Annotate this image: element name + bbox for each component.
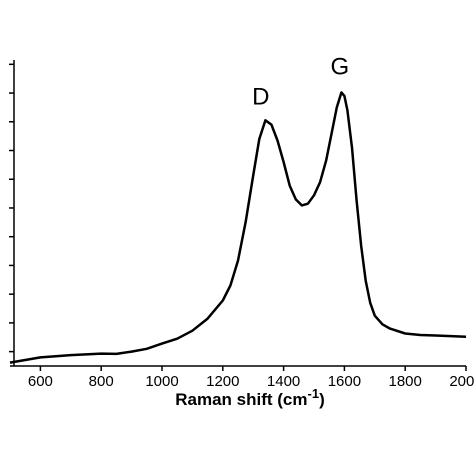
spectrum-line [9,91,467,364]
x-tick-label: 800 [89,373,114,390]
x-axis-label: Raman shift (cm-1) [175,386,324,409]
x-label-text: Raman shift (cm [175,390,307,409]
x-tick-label: 1800 [389,373,422,390]
x-tick-label: 1000 [145,373,178,390]
annotation: G [331,53,350,80]
x-label-end: ) [319,390,325,409]
x-tick-label: 1200 [206,373,239,390]
x-tick-label: 2000 [449,373,474,390]
x-label-sup: -1 [308,386,320,401]
x-tick-label: 1600 [328,373,361,390]
x-tick-label: 1400 [267,373,300,390]
annotation: D [252,84,269,111]
x-tick-label: 600 [28,373,53,390]
